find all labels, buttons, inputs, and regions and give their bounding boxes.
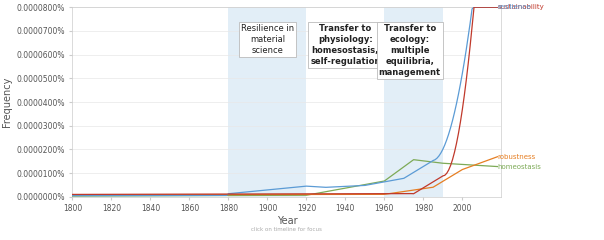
Text: sustainability: sustainability <box>498 4 544 10</box>
Text: robustness: robustness <box>498 154 536 160</box>
Text: resilience: resilience <box>498 4 531 10</box>
Text: homeostasis: homeostasis <box>498 163 541 169</box>
X-axis label: Year: Year <box>277 216 297 226</box>
Text: Transfer to
ecology:
multiple
equilibria,
management: Transfer to ecology: multiple equilibria… <box>379 24 441 77</box>
Bar <box>384 7 443 197</box>
Text: Transfer to
physiology:
homesostasis,
self-regulation: Transfer to physiology: homesostasis, se… <box>310 24 381 66</box>
Bar <box>228 7 306 197</box>
Text: click on timeline for focus: click on timeline for focus <box>251 227 323 232</box>
Y-axis label: Frequency: Frequency <box>2 77 12 127</box>
Text: Resilience in
material
science: Resilience in material science <box>241 24 294 55</box>
